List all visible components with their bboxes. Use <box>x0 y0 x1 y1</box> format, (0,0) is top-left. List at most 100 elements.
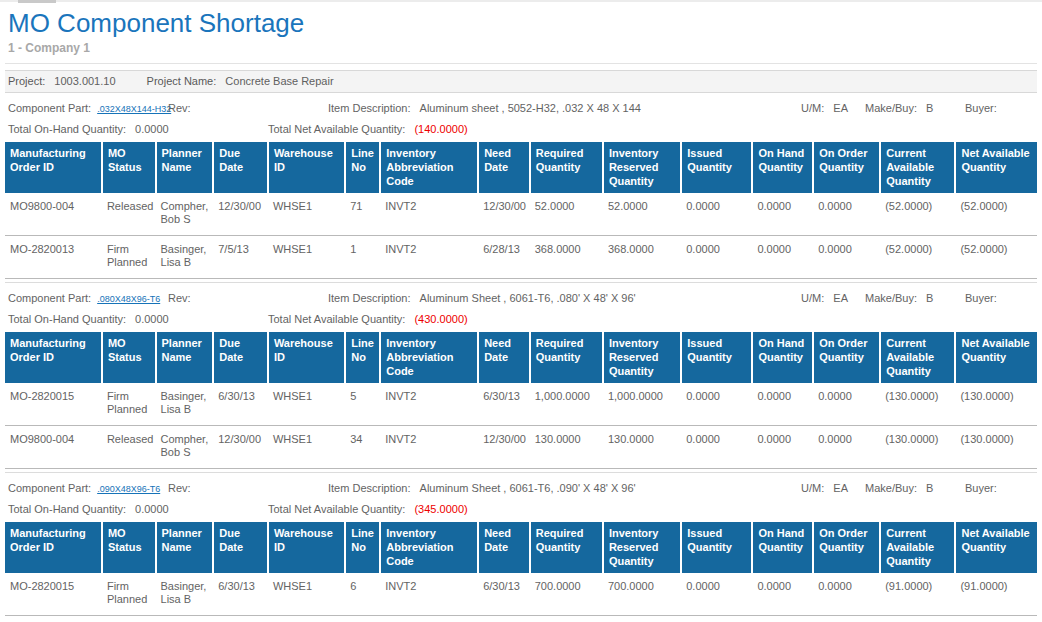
column-header: Need Date <box>478 142 530 193</box>
table-cell: 0.0000 <box>752 236 813 279</box>
column-header: Planner Name <box>156 332 214 383</box>
total-on-hand-label: Total On-Hand Quantity: <box>8 313 126 325</box>
um-value: EA <box>833 482 848 494</box>
table-cell: 0.0000 <box>813 573 880 616</box>
column-header: Current Available Quantity <box>880 332 955 383</box>
column-header: Due Date <box>213 332 268 383</box>
table-cell: (91.0000) <box>955 573 1037 616</box>
buyer-label: Buyer: <box>965 482 997 494</box>
table-row: MO9800-004ReleasedCompher, Bob S12/30/00… <box>5 426 1037 469</box>
mo-shortage-table: Manufacturing Order IDMO StatusPlanner N… <box>5 332 1037 469</box>
table-cell: WHSE1 <box>268 193 345 236</box>
make-buy-slot: Make/Buy: B <box>865 482 965 494</box>
table-cell: 1,000.0000 <box>530 383 603 426</box>
column-header: Warehouse ID <box>268 332 345 383</box>
table-cell: INVT2 <box>380 193 478 236</box>
table-row: MO9800-004ReleasedCompher, Bob S12/30/00… <box>5 193 1037 236</box>
column-header: Inventory Reserved Quantity <box>603 332 681 383</box>
table-cell: (52.0000) <box>880 193 955 236</box>
project-label: Project: <box>8 75 45 87</box>
table-cell: 1,000.0000 <box>603 383 681 426</box>
table-cell: 130.0000 <box>530 426 603 469</box>
table-cell: 6/30/13 <box>478 383 530 426</box>
item-description-value: Aluminum Sheet , 6061-T6, .080' X 48' X … <box>420 292 636 304</box>
table-cell: 52.0000 <box>603 193 681 236</box>
table-cell: Basinger, Lisa B <box>156 236 214 279</box>
total-on-hand-slot: Total On-Hand Quantity: 0.0000 <box>8 503 268 515</box>
component-part-slot: Component Part:.080X48X96-T6 <box>8 292 168 304</box>
table-cell: 0.0000 <box>681 573 752 616</box>
table-cell: Released <box>102 193 156 236</box>
buyer-label: Buyer: <box>965 292 997 304</box>
table-cell: Firm Planned <box>102 616 156 622</box>
table-cell: 6/28/13 <box>478 236 530 279</box>
table-cell: 200.0000 <box>603 616 681 622</box>
component-section: Component Part:.032X48X144-H32 Rev: Item… <box>5 102 1037 279</box>
table-cell: MO-2820015 <box>5 573 102 616</box>
table-cell: (52.0000) <box>955 193 1037 236</box>
table-cell: 0.0000 <box>752 383 813 426</box>
table-cell: Basinger, Lisa B <box>156 616 214 622</box>
column-header: Inventory Abbreviation Code <box>380 142 478 193</box>
total-on-hand-value: 0.0000 <box>135 123 169 135</box>
mo-shortage-table: Manufacturing Order IDMO StatusPlanner N… <box>5 142 1037 279</box>
total-net-available-value: (430.0000) <box>414 313 467 325</box>
total-net-available-slot: Total Net Available Quantity: (430.0000) <box>268 313 468 325</box>
table-cell: (130.0000) <box>955 383 1037 426</box>
um-slot: U/M: EA <box>801 482 865 494</box>
column-header: Net Available Quantity <box>955 522 1037 573</box>
item-description-value: Aluminum Sheet , 6061-T6, .090' X 48' X … <box>420 482 636 494</box>
totals-line: Total On-Hand Quantity: 0.0000 Total Net… <box>8 503 1037 515</box>
table-row: MO-2820015Firm PlannedBasinger, Lisa B6/… <box>5 573 1037 616</box>
rev-label: Rev: <box>168 482 191 494</box>
total-net-available-value: (140.0000) <box>414 123 467 135</box>
column-header: Line No <box>345 142 380 193</box>
total-on-hand-slot: Total On-Hand Quantity: 0.0000 <box>8 313 268 325</box>
component-info-line: Component Part:.032X48X144-H32 Rev: Item… <box>8 102 1037 114</box>
top-strip-tab <box>18 0 56 3</box>
buyer-slot: Buyer: <box>965 292 1037 304</box>
component-info-line: Component Part:.080X48X96-T6 Rev: Item D… <box>8 292 1037 304</box>
component-section: Component Part:.090X48X96-T6 Rev: Item D… <box>5 472 1037 622</box>
page-title: MO Component Shortage <box>8 8 1037 39</box>
table-cell: Compher, Bob S <box>156 426 214 469</box>
total-on-hand-value: 0.0000 <box>135 503 169 515</box>
buyer-slot: Buyer: <box>965 102 1037 114</box>
column-header: Inventory Reserved Quantity <box>603 142 681 193</box>
table-cell: MO-2820013 <box>5 236 102 279</box>
column-header: On Order Quantity <box>813 332 880 383</box>
table-cell: Compher, Bob S <box>156 193 214 236</box>
column-header: Manufacturing Order ID <box>5 332 102 383</box>
table-cell: WHSE1 <box>268 616 345 622</box>
column-header: Planner Name <box>156 142 214 193</box>
table-cell: (91.0000) <box>955 616 1037 622</box>
column-header: Inventory Abbreviation Code <box>380 522 478 573</box>
column-header: On Hand Quantity <box>752 142 813 193</box>
column-header: Manufacturing Order ID <box>5 142 102 193</box>
column-header: Current Available Quantity <box>880 522 955 573</box>
project-bar: Project: 1003.001.10 Project Name: Concr… <box>5 70 1037 93</box>
column-header: Manufacturing Order ID <box>5 522 102 573</box>
column-header: Required Quantity <box>530 332 603 383</box>
column-header: Need Date <box>478 522 530 573</box>
table-cell: 71 <box>345 193 380 236</box>
column-header: Issued Quantity <box>681 332 752 383</box>
component-part-label: Component Part: <box>8 102 91 114</box>
table-cell: 0.0000 <box>681 383 752 426</box>
table-cell: 0.0000 <box>681 236 752 279</box>
table-cell: 6/30/13 <box>478 573 530 616</box>
table-cell: MO-2820008 <box>5 616 102 622</box>
component-part-link[interactable]: .080X48X96-T6 <box>97 294 160 304</box>
column-header: On Order Quantity <box>813 142 880 193</box>
table-cell: 0.0000 <box>681 616 752 622</box>
component-part-link[interactable]: .032X48X144-H32 <box>97 104 171 114</box>
table-cell: 0.0000 <box>752 193 813 236</box>
total-on-hand-label: Total On-Hand Quantity: <box>8 503 126 515</box>
table-cell: (130.0000) <box>955 426 1037 469</box>
buyer-slot: Buyer: <box>965 482 1037 494</box>
buyer-label: Buyer: <box>965 102 997 114</box>
component-part-link[interactable]: .090X48X96-T6 <box>97 484 160 494</box>
company-subtitle: 1 - Company 1 <box>8 41 1037 55</box>
um-value: EA <box>833 102 848 114</box>
component-part-slot: Component Part:.090X48X96-T6 <box>8 482 168 494</box>
